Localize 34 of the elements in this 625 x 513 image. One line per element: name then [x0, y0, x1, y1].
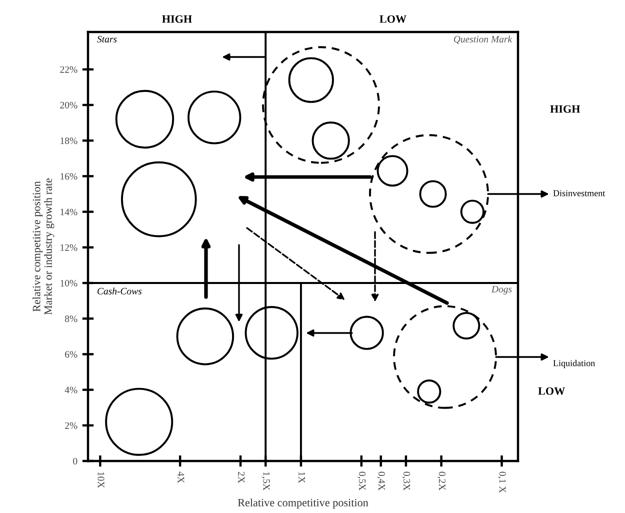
y-tick-label: 22%	[60, 66, 78, 73]
x-tick-label: 2X	[238, 472, 245, 484]
text: Liquidation	[553, 360, 595, 368]
x-tick-label: 0,3X	[402, 472, 410, 490]
x-tick-label: 0,4X	[377, 472, 385, 490]
y-tick-label: 0	[73, 458, 78, 464]
text: LOW	[538, 387, 565, 395]
annotation: Cash-Cows	[98, 288, 142, 294]
y-tick-label: 12%	[60, 244, 78, 251]
annotation: Stars	[97, 36, 117, 42]
text: HIGH	[550, 105, 580, 113]
annotation: Dogs	[491, 286, 512, 294]
x-tick-label: 0,5X	[358, 472, 366, 490]
text: LOW	[380, 15, 406, 23]
y-tick-label: 16%	[60, 173, 78, 180]
x-tick-label: 1X	[298, 472, 306, 484]
y-tick-label: 2%	[65, 422, 78, 429]
y-axis-title: Relative competitive position Market or industry growth rate	[32, 178, 54, 315]
x-tick-label: 4X	[178, 472, 184, 484]
y-tick-label: 6%	[65, 351, 78, 358]
y-tick-label: 10%	[60, 280, 78, 286]
y-tick-label: 8%	[64, 316, 78, 322]
y-tick-label: 18%	[60, 137, 78, 144]
x-tick-label: 10X	[98, 472, 104, 488]
y-tick-label: 4%	[64, 386, 78, 394]
x-tick-label: 1,5X	[262, 472, 270, 490]
text: Disinvestment	[553, 190, 606, 196]
y-tick-label: 14%	[60, 208, 78, 216]
y-tick-label: 20%	[60, 102, 78, 108]
annotation: Question Mark	[454, 36, 512, 44]
x-tick-label: 0,2X	[437, 472, 446, 490]
x-axis-title: Relative competitive position	[238, 498, 368, 509]
text: HIGH	[162, 15, 192, 23]
x-tick-label: 0,1 X	[498, 472, 506, 493]
